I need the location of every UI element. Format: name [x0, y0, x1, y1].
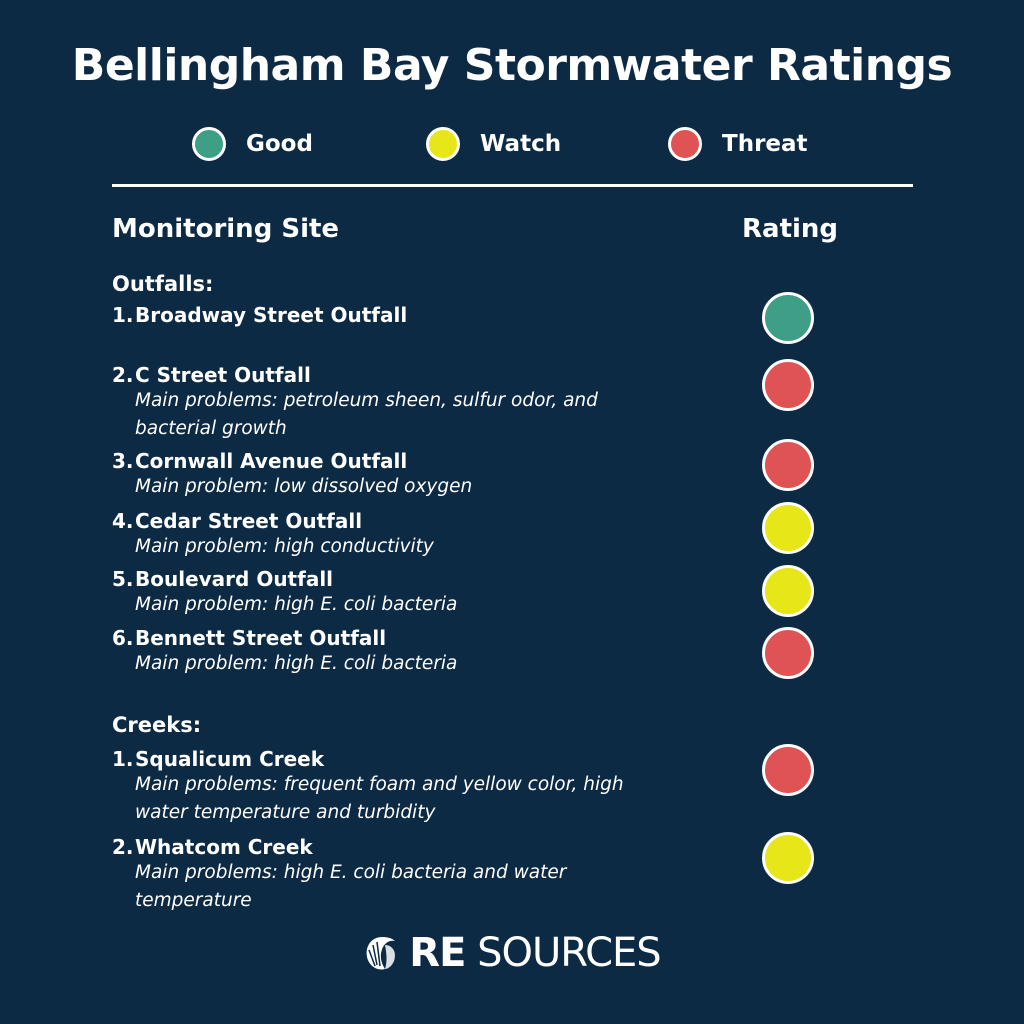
threat-dot-icon: [668, 127, 702, 161]
rating-dot-icon: [762, 832, 814, 884]
site-problem: Main problem: high conductivity: [135, 536, 434, 557]
re-sources-logo: RE SOURCES: [0, 930, 1024, 976]
legend-item-good: Good: [192, 124, 313, 164]
watch-dot-icon: [426, 127, 460, 161]
site-problem: Main problems: high E. coli bacteria and…: [135, 862, 567, 911]
page-title: Bellingham Bay Stormwater Ratings: [71, 40, 953, 91]
site-item: 2. Whatcom Creek Main problems: high E. …: [112, 835, 672, 915]
legend-item-watch: Watch: [426, 124, 561, 164]
site-name: Squalicum Creek: [135, 747, 325, 771]
rating-dot-icon: [762, 359, 814, 411]
site-name: Bennett Street Outfall: [135, 626, 387, 650]
site-name: Broadway Street Outfall: [135, 303, 408, 327]
site-item: 1. Squalicum Creek Main problems: freque…: [112, 747, 672, 827]
site-name: Boulevard Outfall: [135, 567, 334, 591]
site-name: C Street Outfall: [135, 363, 311, 387]
site-name: Cornwall Avenue Outfall: [135, 449, 408, 473]
site-item: 5. Boulevard Outfall Main problem: high …: [112, 567, 672, 619]
rating-dot-icon: [762, 292, 814, 344]
site-item: 2. C Street Outfall Main problems: petro…: [112, 363, 672, 443]
logo-bold: RE: [409, 930, 466, 976]
site-name: Cedar Street Outfall: [135, 509, 363, 533]
site-name: Whatcom Creek: [135, 835, 313, 859]
section-heading-outfalls: Outfalls:: [112, 272, 214, 296]
site-number: 1.: [112, 747, 134, 771]
site-number: 5.: [112, 567, 134, 591]
good-dot-icon: [192, 127, 226, 161]
site-item: 1. Broadway Street Outfall: [112, 303, 672, 327]
legend-label: Watch: [480, 131, 562, 157]
site-problem: Main problem: high E. coli bacteria: [135, 653, 458, 674]
site-item: 4. Cedar Street Outfall Main problem: hi…: [112, 509, 672, 561]
rating-dot-icon: [762, 744, 814, 796]
site-number: 4.: [112, 509, 134, 533]
rating-dot-icon: [762, 502, 814, 554]
site-number: 1.: [112, 303, 134, 327]
shell-icon: [366, 937, 396, 970]
site-item: 3. Cornwall Avenue Outfall Main problem:…: [112, 449, 672, 501]
site-problem: Main problems: frequent foam and yellow …: [135, 774, 624, 823]
site-number: 3.: [112, 449, 134, 473]
site-number: 6.: [112, 626, 134, 650]
rating-dot-icon: [762, 439, 814, 491]
rating-dot-icon: [762, 627, 814, 679]
site-item: 6. Bennett Street Outfall Main problem: …: [112, 626, 672, 678]
logo-text: RE SOURCES: [409, 930, 662, 976]
section-heading-creeks: Creeks:: [112, 713, 202, 737]
rating-dot-icon: [762, 565, 814, 617]
site-number: 2.: [112, 835, 134, 859]
legend-label: Threat: [722, 131, 808, 157]
logo-rest: SOURCES: [465, 930, 662, 976]
column-header-rating: Rating: [742, 214, 839, 244]
site-problem: Main problems: petroleum sheen, sulfur o…: [135, 390, 598, 439]
site-problem: Main problem: high E. coli bacteria: [135, 594, 458, 615]
legend-label: Good: [246, 131, 313, 157]
site-problem: Main problem: low dissolved oxygen: [135, 476, 473, 497]
column-header-site: Monitoring Site: [112, 214, 340, 244]
site-number: 2.: [112, 363, 134, 387]
legend-item-threat: Threat: [668, 124, 808, 164]
divider: [112, 184, 913, 187]
